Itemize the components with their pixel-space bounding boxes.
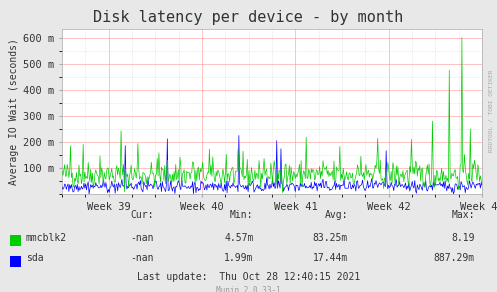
Text: sda: sda <box>26 253 43 263</box>
Text: Disk latency per device - by month: Disk latency per device - by month <box>93 10 404 25</box>
Text: mmcblk2: mmcblk2 <box>26 233 67 243</box>
Text: Munin 2.0.33-1: Munin 2.0.33-1 <box>216 286 281 292</box>
Text: Avg:: Avg: <box>325 210 348 220</box>
Text: -nan: -nan <box>131 253 154 263</box>
Text: 4.57m: 4.57m <box>224 233 253 243</box>
Text: 17.44m: 17.44m <box>313 253 348 263</box>
Text: Max:: Max: <box>451 210 475 220</box>
Text: RRDTOOL / TOBI OETIKER: RRDTOOL / TOBI OETIKER <box>489 70 494 152</box>
Text: Last update:  Thu Oct 28 12:40:15 2021: Last update: Thu Oct 28 12:40:15 2021 <box>137 272 360 282</box>
Text: -nan: -nan <box>131 233 154 243</box>
Text: Cur:: Cur: <box>131 210 154 220</box>
Text: 83.25m: 83.25m <box>313 233 348 243</box>
Text: 8.19: 8.19 <box>451 233 475 243</box>
Text: 1.99m: 1.99m <box>224 253 253 263</box>
Text: 887.29m: 887.29m <box>433 253 475 263</box>
Y-axis label: Average IO Wait (seconds): Average IO Wait (seconds) <box>9 38 19 185</box>
Text: Min:: Min: <box>230 210 253 220</box>
